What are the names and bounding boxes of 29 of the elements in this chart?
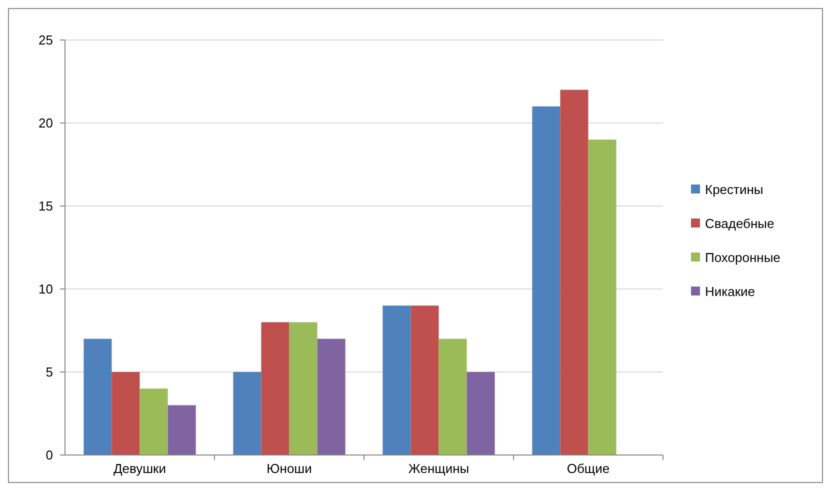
y-tick-label: 0 <box>46 448 53 463</box>
x-tick-label: Женщины <box>408 461 470 476</box>
legend-label: Крестины <box>705 182 764 198</box>
bar <box>140 388 168 455</box>
y-tick-label: 10 <box>38 282 53 297</box>
y-tick-label: 20 <box>38 116 53 131</box>
y-tick-label: 15 <box>38 198 53 214</box>
bar <box>588 140 616 455</box>
bar <box>438 338 467 455</box>
bar <box>532 106 560 455</box>
bar <box>233 372 262 455</box>
y-tick-label: 25 <box>38 32 53 48</box>
legend-label: Свадебные <box>705 216 774 232</box>
bar <box>168 405 196 455</box>
bar <box>112 372 140 455</box>
legend-label: Никакие <box>705 284 756 300</box>
x-tick-label: Девушки <box>113 461 166 476</box>
x-tick-label: Общие <box>566 461 610 476</box>
bar <box>382 306 411 455</box>
bar <box>466 372 495 455</box>
y-tick-label: 5 <box>46 364 53 380</box>
bar <box>84 338 112 455</box>
bar <box>410 306 439 455</box>
bar <box>560 90 588 455</box>
bar <box>317 338 346 455</box>
bar <box>261 322 290 455</box>
x-tick-label: Юноши <box>266 461 312 476</box>
legend-label: Похоронные <box>705 250 780 266</box>
bar <box>289 322 318 455</box>
